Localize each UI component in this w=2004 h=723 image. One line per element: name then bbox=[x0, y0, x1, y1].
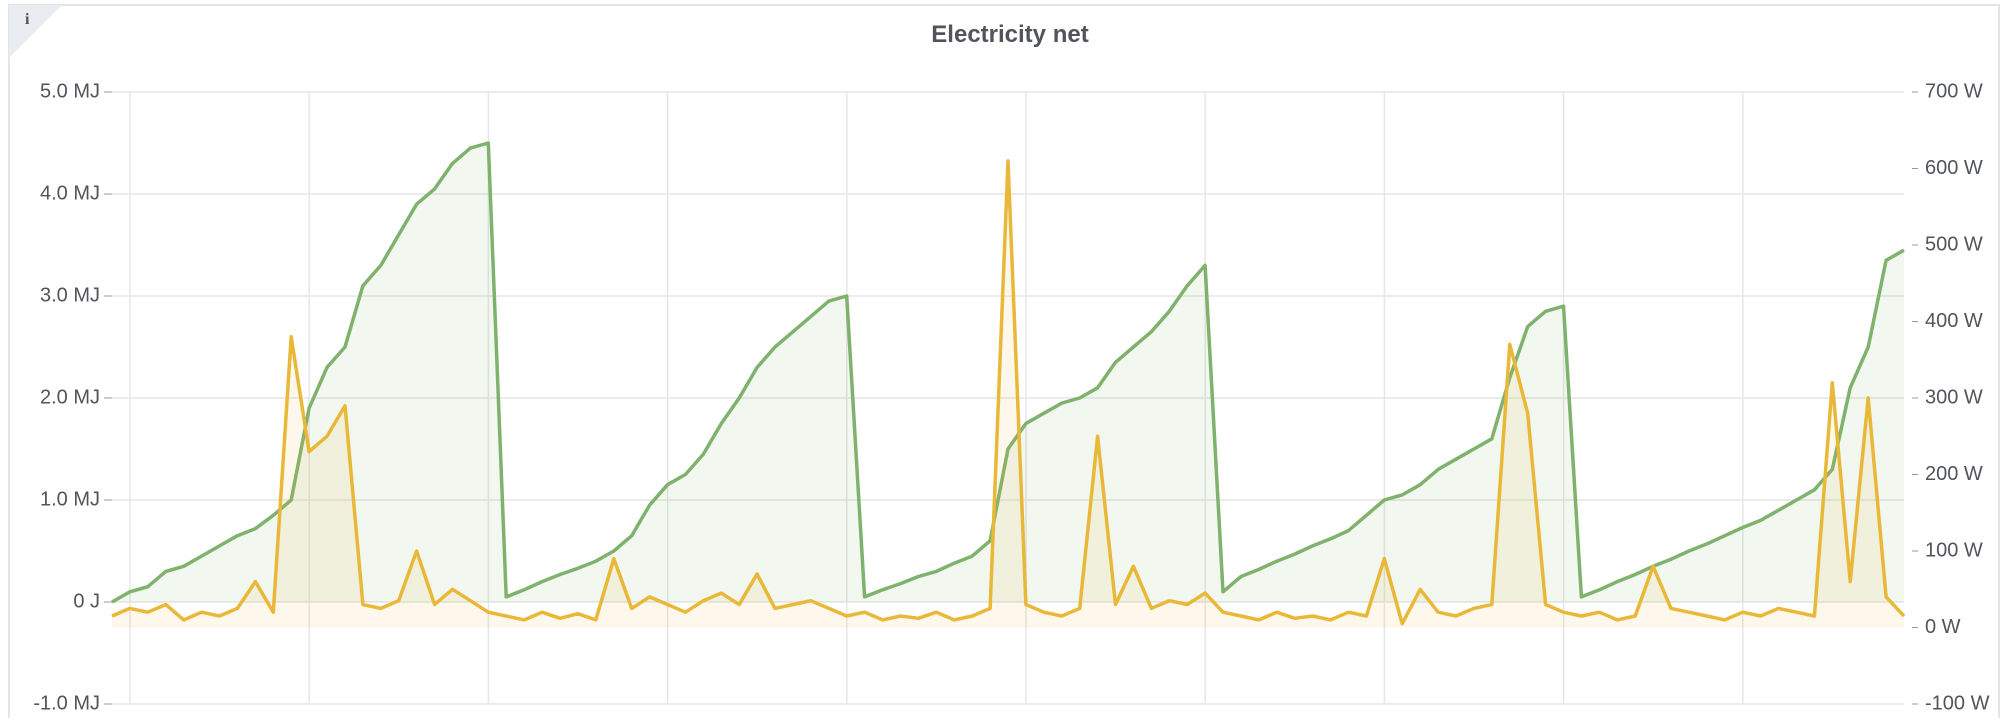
series-line bbox=[111, 141, 1905, 604]
y2-tick-label: 700 W bbox=[1925, 80, 1983, 102]
y2-tick-label: 100 W bbox=[1925, 539, 1983, 561]
y-tick-label: 5.0 MJ bbox=[40, 80, 100, 102]
info-corner[interactable] bbox=[9, 5, 62, 58]
panel-title: Electricity net bbox=[931, 21, 1088, 48]
y-tick-label: 4.0 MJ bbox=[40, 182, 100, 204]
y-tick-label: 0 J bbox=[73, 590, 100, 612]
series-area bbox=[112, 143, 1904, 602]
y2-tick-label: 600 W bbox=[1925, 157, 1983, 179]
y2-tick-label: 300 W bbox=[1925, 386, 1983, 408]
y2-tick-label: -100 W bbox=[1925, 692, 1990, 714]
series-line bbox=[111, 159, 1906, 626]
y-tick-label: -1.0 MJ bbox=[33, 692, 100, 714]
y2-tick-label: 200 W bbox=[1925, 463, 1983, 485]
y-tick-label: 1.0 MJ bbox=[40, 488, 100, 510]
series-area bbox=[112, 160, 1904, 628]
plot-area: -1.0 MJ 0 J 1.0 MJ 2.0 MJ 3.0 MJ 4.0 MJ 5.0 MJ… bbox=[33, 80, 1989, 714]
y2-tick-label: 400 W bbox=[1925, 310, 1983, 332]
y-tick-label: 3.0 MJ bbox=[40, 284, 100, 306]
y2-tick-label: 0 W bbox=[1925, 616, 1961, 638]
y2-tick-label: 500 W bbox=[1925, 233, 1983, 255]
y-tick-label: 2.0 MJ bbox=[40, 386, 100, 408]
info-icon[interactable]: i bbox=[25, 11, 30, 28]
